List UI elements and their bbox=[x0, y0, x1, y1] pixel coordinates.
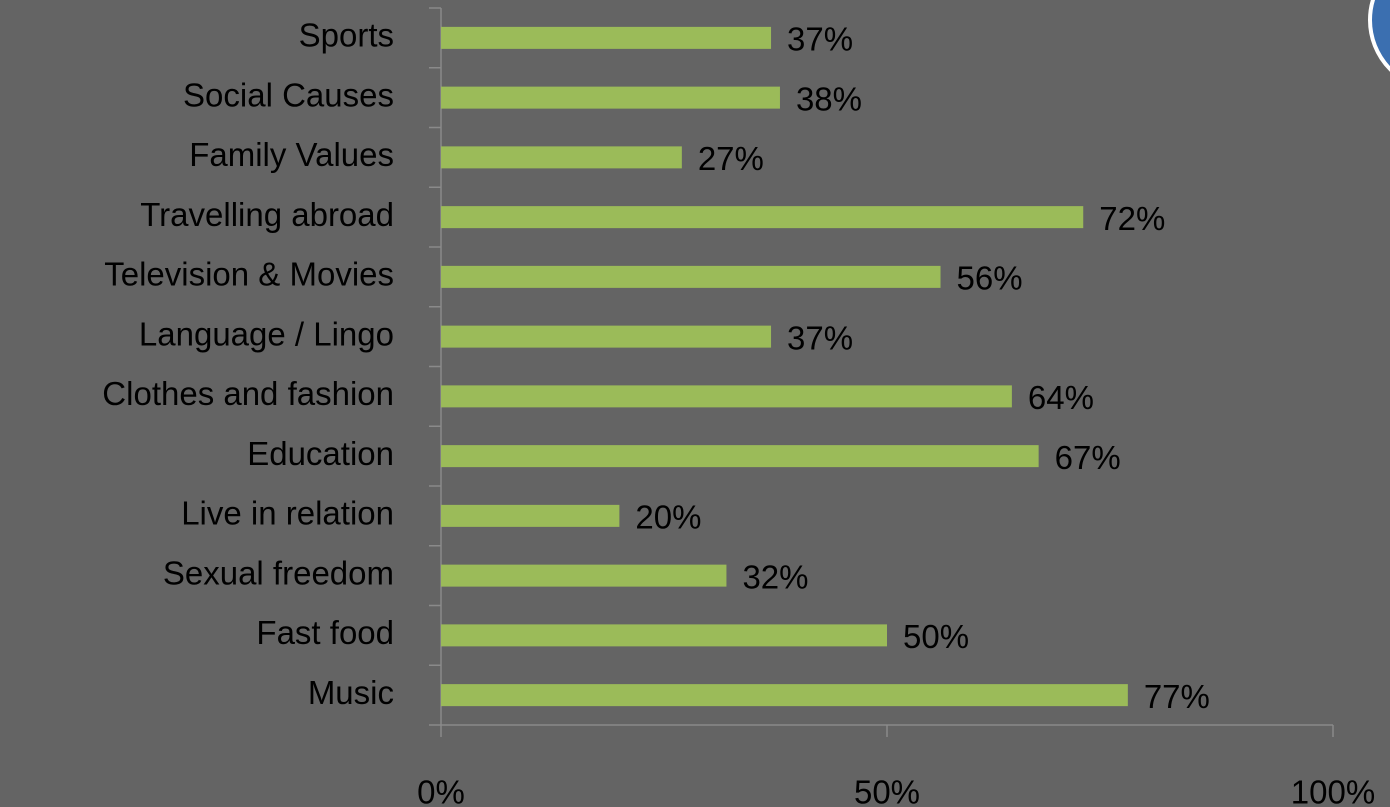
bar bbox=[441, 87, 780, 109]
chart: 0% 50% 100% Sports 37% Social Causes 38% Family… bbox=[0, 0, 1390, 807]
corner-decoration bbox=[1370, 0, 1390, 90]
x-tick-label: 100% bbox=[1291, 774, 1375, 807]
bar bbox=[441, 266, 941, 288]
bar bbox=[441, 624, 887, 646]
y-tick-label: Television & Movies bbox=[104, 256, 394, 293]
data-label: 72% bbox=[1099, 200, 1165, 237]
bar bbox=[441, 565, 726, 587]
data-label: 27% bbox=[698, 140, 764, 177]
y-tick-label: Education bbox=[247, 435, 394, 472]
data-label: 64% bbox=[1028, 379, 1094, 416]
x-tick-label: 50% bbox=[854, 774, 920, 807]
data-label: 38% bbox=[796, 80, 862, 117]
y-tick-label: Sports bbox=[299, 17, 394, 54]
x-tick-label: 0% bbox=[417, 774, 465, 807]
bar bbox=[441, 385, 1012, 407]
y-tick-label: Family Values bbox=[189, 136, 394, 173]
data-label: 50% bbox=[903, 618, 969, 655]
y-tick-label: Social Causes bbox=[183, 76, 394, 113]
data-label: 67% bbox=[1055, 439, 1121, 476]
bar bbox=[441, 27, 771, 49]
y-tick-label: Clothes and fashion bbox=[102, 375, 394, 412]
y-tick-label: Language / Lingo bbox=[139, 315, 394, 352]
y-tick-label: Music bbox=[308, 674, 394, 711]
bar bbox=[441, 146, 682, 168]
data-label: 37% bbox=[787, 21, 853, 58]
bar bbox=[441, 505, 619, 527]
y-tick-label: Live in relation bbox=[181, 495, 394, 532]
data-label: 32% bbox=[742, 558, 808, 595]
y-tick-label: Travelling abroad bbox=[140, 196, 394, 233]
bar bbox=[441, 684, 1128, 706]
data-label: 56% bbox=[957, 260, 1023, 297]
data-label: 20% bbox=[635, 499, 701, 536]
y-tick-label: Fast food bbox=[256, 614, 394, 651]
data-label: 77% bbox=[1144, 678, 1210, 715]
data-label: 37% bbox=[787, 319, 853, 356]
bar bbox=[441, 326, 771, 348]
bar bbox=[441, 206, 1083, 228]
bar bbox=[441, 445, 1039, 467]
page: {"chart_data": {"type": "bar", "orientat… bbox=[0, 0, 1390, 807]
y-tick-label: Sexual freedom bbox=[163, 554, 394, 591]
